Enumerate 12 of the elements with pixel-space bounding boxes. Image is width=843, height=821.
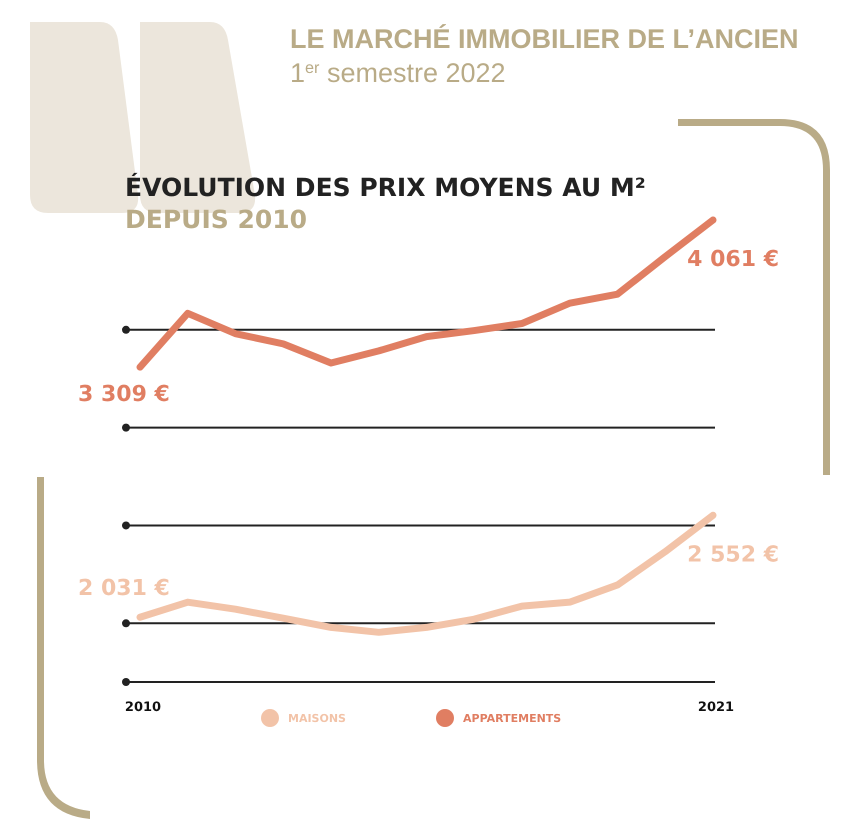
chart-title: ÉVOLUTION DES PRIX MOYENS AU M² [125, 172, 646, 202]
legend-label: APPARTEMENTS [463, 712, 562, 725]
data-label: 2 552 € [687, 542, 779, 568]
x-tick-label: 2021 [698, 700, 734, 715]
x-tick-label: 2010 [124, 700, 162, 715]
text: LE MARCHÉ IMMOBILIER DE L’ANCIEN [290, 24, 799, 54]
data-label: 4 061 € [687, 247, 779, 272]
data-label: 3 309 € [78, 382, 170, 408]
text: 1$^{er}$ semestre 2022 [290, 58, 506, 88]
chart-subtitle: DEPUIS 2010 [125, 205, 308, 234]
legend-label: MAISONS [288, 712, 346, 725]
data-label: 2 031 € [78, 576, 170, 602]
